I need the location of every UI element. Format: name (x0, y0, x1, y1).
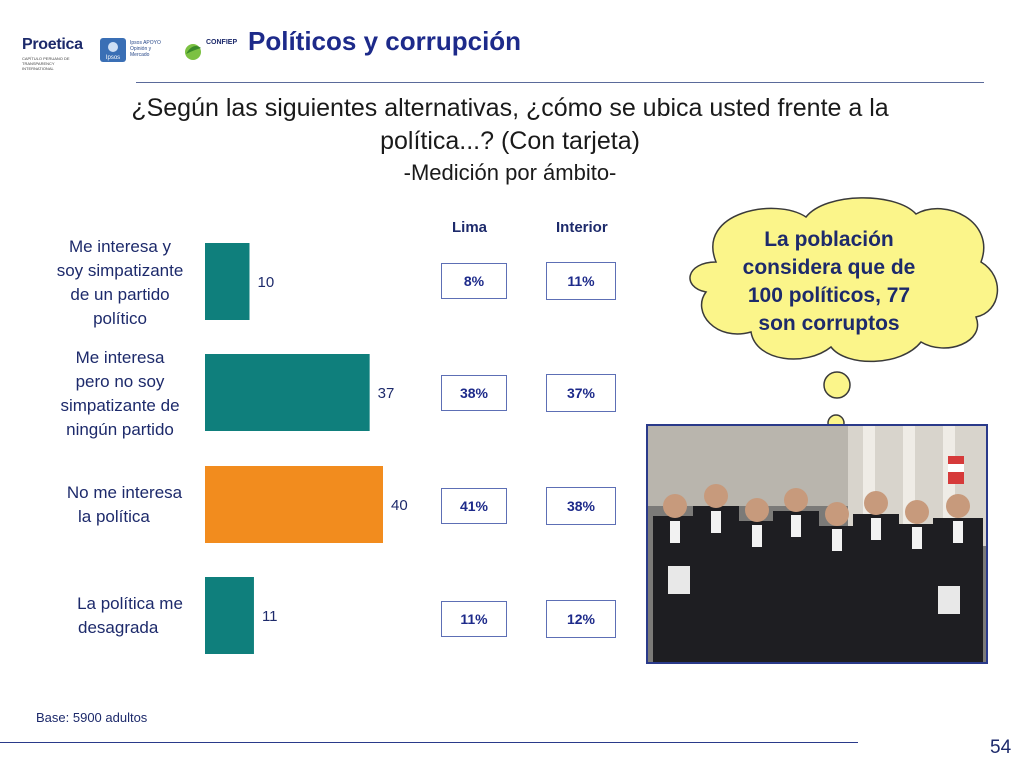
thought-cloud (689, 197, 998, 460)
category-2-line-3: simpatizante de (60, 396, 180, 415)
callout-line-1: La población (764, 228, 894, 251)
confiep-leaf-icon (185, 44, 201, 60)
bar-value-label-3: 40 (391, 497, 408, 514)
logo-strip: Proetica CAPÍTULO PERUANO DE TRANSPARENC… (22, 30, 247, 72)
category-1-line-3: de un partido (70, 285, 170, 304)
lima-pct-box: 8% (441, 263, 507, 299)
proetica-logo-text: Proetica (22, 36, 83, 53)
category-2-line-2: pero no soy (75, 372, 165, 391)
bar-chart: 10 37 40 11 (205, 243, 408, 654)
politicians-photo (646, 424, 988, 664)
question-subtitle: -Medición por ámbito- (403, 160, 617, 185)
callout-line-2: considera que de (742, 256, 916, 279)
footer-divider (0, 742, 858, 743)
interior-pct-box: 12% (546, 600, 616, 638)
bar-3 (205, 466, 383, 543)
category-2-line-4: ningún partido (66, 420, 174, 439)
proetica-logo: Proetica CAPÍTULO PERUANO DE TRANSPARENC… (22, 36, 83, 71)
page-title: Políticos y corrupción (248, 26, 522, 56)
group-photo-illustration (648, 426, 986, 662)
category-3-line-1: No me interesa (66, 483, 183, 502)
bar-4 (205, 577, 254, 654)
ipsos-logo-icon: Ipsos (100, 38, 126, 62)
bar-1 (205, 243, 250, 320)
lima-column-header: Lima (452, 219, 488, 236)
lima-pct-box: 38% (441, 375, 507, 411)
category-label-1: Me interesa y soy simpatizante de un par… (40, 235, 200, 331)
lima-pct-box: 11% (441, 601, 507, 637)
question-line-1: ¿Según las siguientes alternativas, ¿cóm… (131, 94, 889, 122)
callout-line-3: 100 políticos, 77 (747, 284, 911, 307)
callout-line-4: son corruptos (758, 312, 900, 335)
confiep-logo-text: CONFIEP (206, 39, 238, 46)
interior-column-header: Interior (556, 219, 608, 236)
category-1-line-1: Me interesa y (68, 237, 172, 256)
title-divider (136, 82, 984, 83)
category-1-line-2: soy simpatizante (56, 261, 184, 280)
question-line-2: política...? (Con tarjeta) (380, 127, 640, 155)
category-1-line-4: político (93, 309, 147, 328)
category-4-line-1: La política me (77, 594, 183, 613)
category-3-line-2: la política (78, 507, 150, 526)
page-number: 54 (990, 737, 1012, 758)
confiep-logo: CONFIEP (182, 36, 248, 66)
bar-value-label-2: 37 (378, 385, 395, 402)
bar-2 (205, 354, 370, 431)
interior-pct-box: 37% (546, 374, 616, 412)
lima-pct-box: 41% (441, 488, 507, 524)
category-4-line-2: desagrada (78, 618, 159, 637)
interior-pct-box: 11% (546, 262, 616, 300)
category-label-4: La política me desagrada (60, 592, 200, 640)
category-label-2: Me interesa pero no soy simpatizante de … (40, 346, 200, 442)
category-2-line-1: Me interesa (75, 348, 165, 367)
ipsos-logo-mark: Ipsos (106, 55, 120, 61)
interior-pct-box: 38% (546, 487, 616, 525)
category-label-3: No me interesa la política (52, 481, 197, 529)
survey-question: ¿Según las siguientes alternativas, ¿cóm… (40, 92, 980, 158)
callout-text: La población considera que de 100 políti… (714, 226, 944, 338)
proetica-logo-tagline: CAPÍTULO PERUANO DE TRANSPARENCY INTERNA… (22, 56, 70, 71)
base-note: Base: 5900 adultos (36, 710, 148, 725)
ipsos-apoyo-logo-text: Ipsos APOYO Opinión y Mercado (130, 40, 161, 58)
bar-value-label-4: 11 (262, 608, 278, 625)
bar-value-label-1: 10 (258, 274, 275, 291)
